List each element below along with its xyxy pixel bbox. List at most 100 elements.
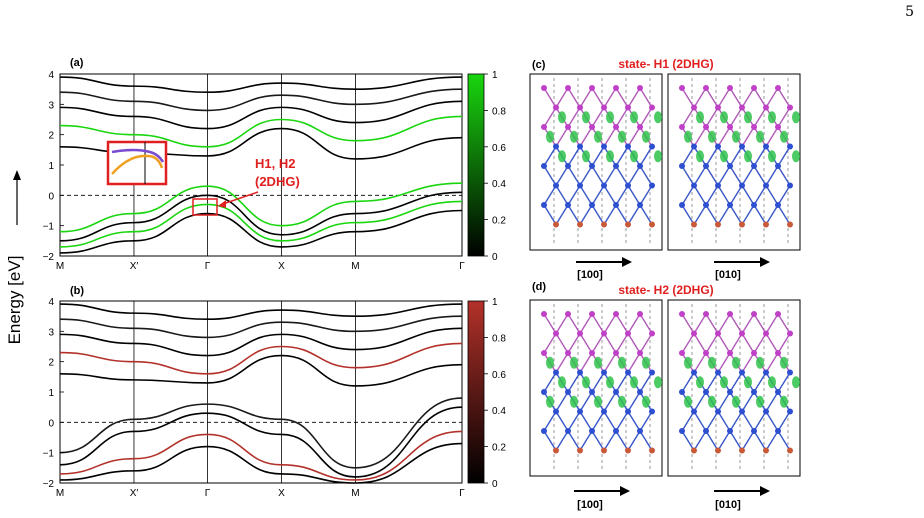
annotation-arrow <box>219 191 259 206</box>
atom <box>553 182 559 189</box>
bond <box>729 204 743 225</box>
bond <box>729 430 743 451</box>
wavefunction-lobe <box>654 111 662 124</box>
atom <box>577 369 583 376</box>
bond <box>741 185 755 206</box>
wavefunction-lobe <box>732 356 740 369</box>
band-line <box>59 327 463 357</box>
bond <box>591 430 605 451</box>
panel-d-title: state- H2 (2DHG) <box>618 283 713 297</box>
atom <box>691 330 697 337</box>
y-tick-label: −2 <box>43 479 55 490</box>
colorbar-tick-label: 0.8 <box>492 333 506 344</box>
atom <box>589 202 595 208</box>
wavefunction-lobe <box>744 111 752 124</box>
bond <box>603 204 617 225</box>
y-tick-label: 4 <box>48 297 54 308</box>
bond <box>603 185 617 206</box>
atom <box>787 143 793 150</box>
band-line <box>59 315 463 339</box>
atom <box>541 163 547 169</box>
atom <box>787 330 793 337</box>
bond <box>627 87 641 108</box>
bond <box>567 333 581 354</box>
colorbar-tick-label: 0.6 <box>492 143 506 154</box>
bond <box>615 430 629 451</box>
panel-d-dir-right: [010] <box>715 499 741 511</box>
bond <box>543 430 557 451</box>
wavefunction-lobe <box>756 356 764 369</box>
direction-arrow-010-c <box>714 257 770 267</box>
wavefunction-lobe <box>594 130 602 143</box>
atom <box>775 350 781 356</box>
wavefunction-lobe <box>708 356 716 369</box>
wavefunction-lobe <box>654 376 662 389</box>
panel-d-left-frame <box>529 299 663 477</box>
atom <box>589 124 595 130</box>
atom <box>637 85 643 91</box>
bond <box>693 313 707 334</box>
bond <box>579 391 593 412</box>
atom <box>637 163 643 169</box>
y-axis-label: Energy [eV] <box>5 256 24 345</box>
bond <box>777 87 791 108</box>
atom <box>577 330 583 337</box>
bond <box>591 185 605 206</box>
atom <box>739 104 745 111</box>
atom <box>625 182 631 189</box>
atom <box>775 311 781 317</box>
atom <box>727 428 733 434</box>
band-line <box>59 303 463 321</box>
bond <box>777 146 791 167</box>
wavefunction-lobe <box>708 395 716 408</box>
y-tick-label: 2 <box>48 358 54 369</box>
bond <box>543 204 557 225</box>
band-line <box>59 397 463 469</box>
bond <box>753 107 767 128</box>
bond <box>717 87 731 108</box>
bond <box>639 87 653 108</box>
y-tick-label: −1 <box>43 449 55 460</box>
bond <box>765 313 779 334</box>
atom <box>715 447 721 454</box>
bond <box>705 87 719 108</box>
bond <box>777 333 791 354</box>
bond <box>765 165 779 186</box>
bond <box>717 185 731 206</box>
atom <box>613 428 619 434</box>
x-tick-label: Γ <box>459 261 465 272</box>
band-line <box>59 100 463 130</box>
bond <box>543 185 557 206</box>
atom <box>625 104 631 111</box>
bond <box>729 87 743 108</box>
atom <box>625 408 631 415</box>
atom <box>739 143 745 150</box>
bond <box>579 126 593 147</box>
atom <box>541 202 547 208</box>
colorbar-tick-label: 1 <box>492 70 498 81</box>
wavefunction-lobe <box>696 376 704 389</box>
atom <box>751 163 757 169</box>
band-line <box>59 200 463 248</box>
bond <box>693 204 707 225</box>
atom <box>565 311 571 317</box>
bond <box>615 87 629 108</box>
atom <box>553 408 559 415</box>
wavefunction-lobe <box>630 150 638 163</box>
bond <box>717 204 731 225</box>
wavefunction-lobe <box>732 130 740 143</box>
x-tick-label: M <box>351 261 359 272</box>
atom <box>637 311 643 317</box>
wavefunction-lobe <box>696 111 704 124</box>
bond <box>777 430 791 451</box>
wavefunction-lobe <box>546 395 554 408</box>
atom <box>649 330 655 337</box>
bond <box>627 313 641 334</box>
bond <box>639 333 653 354</box>
bond <box>579 352 593 373</box>
bond <box>693 185 707 206</box>
bond <box>555 391 569 412</box>
bond <box>693 430 707 451</box>
bond <box>741 352 755 373</box>
bond <box>567 107 581 128</box>
